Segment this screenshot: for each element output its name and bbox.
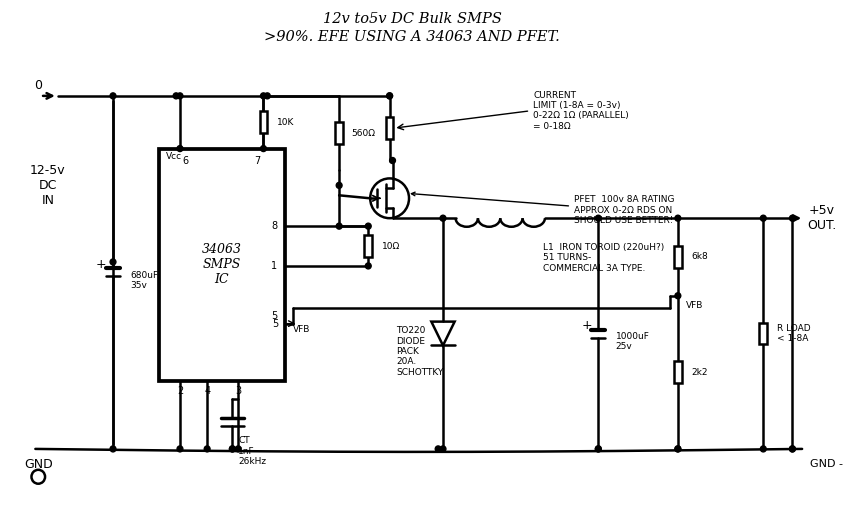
Circle shape	[390, 158, 396, 164]
Text: 680uF
35v: 680uF 35v	[130, 271, 158, 290]
Bar	[259, 111, 268, 133]
Text: 5: 5	[272, 319, 278, 329]
Circle shape	[110, 259, 116, 265]
Text: 5: 5	[271, 311, 277, 321]
Circle shape	[761, 446, 767, 452]
Circle shape	[675, 446, 681, 452]
Circle shape	[264, 93, 270, 99]
Bar	[335, 122, 343, 144]
Circle shape	[440, 215, 446, 221]
Bar	[364, 235, 372, 257]
Circle shape	[675, 293, 681, 299]
Circle shape	[365, 263, 371, 269]
Circle shape	[230, 446, 235, 452]
Bar	[760, 323, 767, 344]
Text: L1  IRON TOROID (220uH?)
51 TURNS-
COMMERCIAL 3A TYPE.: L1 IRON TOROID (220uH?) 51 TURNS- COMMER…	[543, 243, 664, 273]
Text: GND -: GND -	[810, 459, 843, 469]
Circle shape	[110, 93, 116, 99]
Circle shape	[675, 215, 681, 221]
Circle shape	[336, 182, 342, 188]
Circle shape	[177, 145, 183, 152]
Bar	[674, 246, 682, 268]
Bar	[674, 362, 682, 383]
Text: 10Ω: 10Ω	[382, 241, 400, 250]
Text: R LOAD
< 1-8A: R LOAD < 1-8A	[777, 324, 811, 343]
Text: Vcc: Vcc	[166, 152, 182, 161]
Text: 0: 0	[34, 79, 42, 92]
Circle shape	[789, 215, 795, 221]
Circle shape	[230, 446, 235, 452]
Text: +: +	[581, 319, 592, 332]
Text: CT
1nF
26kHz: CT 1nF 26kHz	[238, 436, 266, 466]
Text: 6: 6	[183, 156, 189, 166]
Text: 1: 1	[271, 261, 277, 271]
Circle shape	[173, 93, 179, 99]
Circle shape	[177, 93, 183, 99]
Circle shape	[177, 446, 183, 452]
Text: 3: 3	[235, 386, 241, 396]
Circle shape	[595, 446, 601, 452]
Circle shape	[675, 446, 681, 452]
Text: 1000uF
25v: 1000uF 25v	[616, 332, 650, 351]
Text: 6k8: 6k8	[691, 252, 708, 262]
Circle shape	[336, 223, 342, 229]
Circle shape	[261, 145, 266, 152]
Text: 4: 4	[204, 386, 210, 396]
Bar	[158, 148, 285, 381]
Circle shape	[235, 446, 241, 452]
Text: TO220
DIODE
PACK
20A.
SCHOTTKY: TO220 DIODE PACK 20A. SCHOTTKY	[396, 326, 444, 377]
Text: 2k2: 2k2	[691, 368, 708, 377]
Text: VFB: VFB	[292, 325, 310, 334]
Text: PFET  100v 8A RATING
APPROX 0-2Ω RDS ON
SHOULD USE BETTER!: PFET 100v 8A RATING APPROX 0-2Ω RDS ON S…	[412, 192, 674, 225]
Text: +: +	[96, 258, 107, 271]
Circle shape	[789, 446, 795, 452]
Circle shape	[387, 93, 392, 99]
Text: >90%. EFE USING A 34063 AND PFET.: >90%. EFE USING A 34063 AND PFET.	[264, 30, 560, 44]
Circle shape	[261, 93, 266, 99]
Text: 7: 7	[254, 156, 261, 166]
Text: 2: 2	[177, 386, 183, 396]
Circle shape	[435, 446, 441, 452]
Circle shape	[789, 446, 795, 452]
Text: 560Ω: 560Ω	[352, 129, 376, 138]
Text: 12v to5v DC Bulk SMPS: 12v to5v DC Bulk SMPS	[323, 12, 501, 26]
Text: +5v
OUT.: +5v OUT.	[807, 204, 836, 232]
Circle shape	[595, 215, 601, 221]
Bar	[385, 117, 394, 139]
Text: VFB: VFB	[685, 301, 703, 310]
Text: GND: GND	[24, 459, 53, 471]
Circle shape	[365, 223, 371, 229]
Text: 12-5v
DC
IN: 12-5v DC IN	[30, 164, 66, 207]
Circle shape	[387, 93, 392, 99]
Circle shape	[110, 446, 116, 452]
Circle shape	[761, 215, 767, 221]
Text: 10K: 10K	[277, 118, 295, 127]
Text: CURRENT
LIMIT (1-8A = 0-3v)
0-22Ω 1Ω (PARALLEL)
= 0-18Ω: CURRENT LIMIT (1-8A = 0-3v) 0-22Ω 1Ω (PA…	[534, 91, 629, 131]
Circle shape	[204, 446, 210, 452]
Text: 34063
SMPS
IC: 34063 SMPS IC	[202, 243, 241, 286]
Text: 8: 8	[271, 221, 277, 231]
Circle shape	[595, 446, 601, 452]
Circle shape	[440, 446, 446, 452]
